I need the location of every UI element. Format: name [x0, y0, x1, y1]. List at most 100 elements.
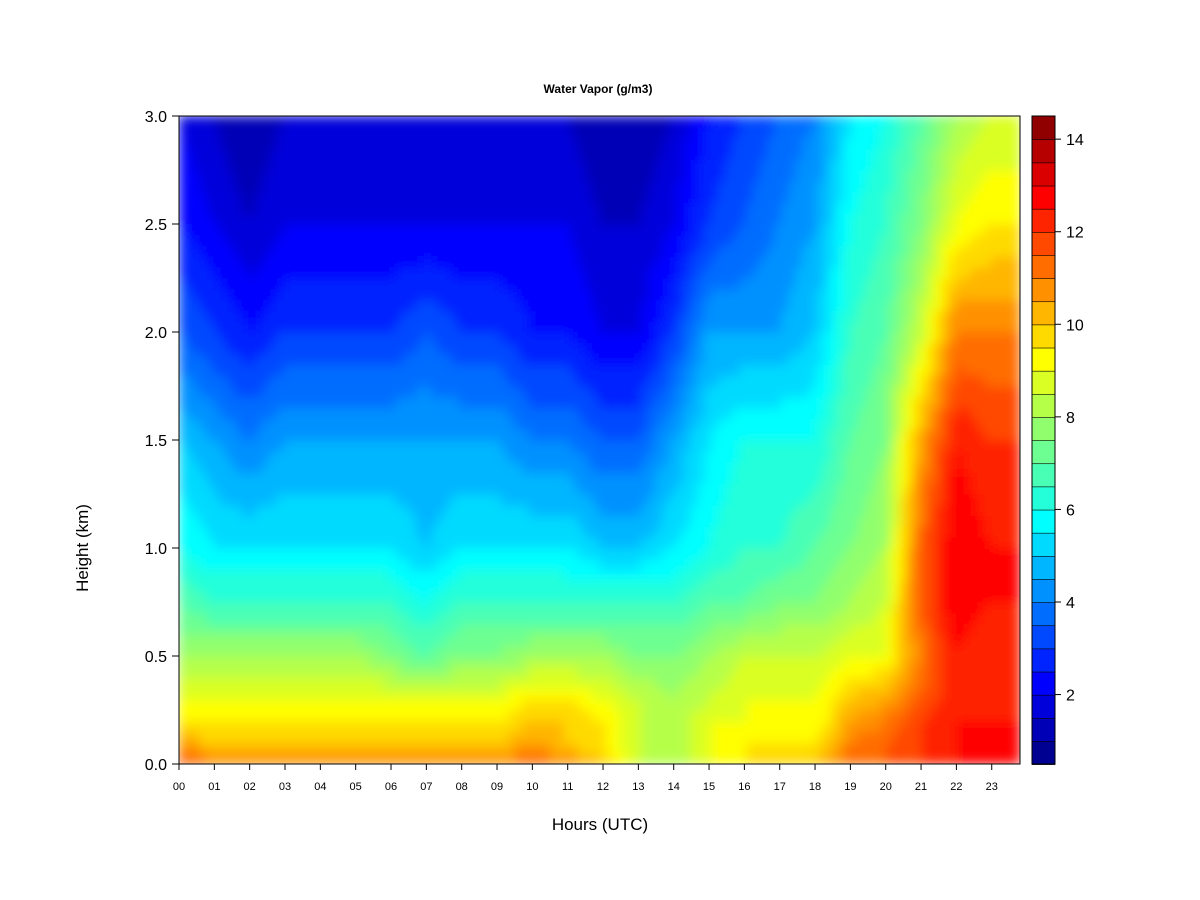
heatmap-cell	[227, 698, 236, 711]
heatmap-cell	[837, 687, 846, 700]
heatmap-cell	[304, 493, 313, 506]
heatmap-cell	[360, 428, 369, 441]
heatmap-cell	[290, 471, 299, 484]
heatmap-cell	[620, 461, 629, 473]
heatmap-cell	[606, 515, 615, 527]
heatmap-cell	[437, 590, 446, 603]
heatmap-cell	[1012, 633, 1020, 646]
heatmap-cell	[641, 569, 650, 581]
heatmap-cell	[500, 515, 509, 527]
heatmap-cell	[942, 342, 951, 355]
heatmap-cell	[613, 547, 622, 560]
heatmap-cell	[213, 687, 222, 700]
heatmap-cell	[648, 633, 657, 646]
heatmap-cell	[507, 623, 516, 635]
heatmap-cell	[655, 655, 664, 668]
heatmap-cell	[746, 698, 755, 711]
heatmap-cell	[753, 493, 762, 506]
heatmap-cell	[1005, 720, 1014, 733]
heatmap-cell	[234, 666, 243, 679]
heatmap-cell	[430, 655, 439, 668]
heatmap-cell	[606, 461, 615, 473]
heatmap-cell	[507, 309, 516, 322]
heatmap-cell	[395, 482, 404, 495]
heatmap-cell	[690, 741, 699, 754]
heatmap-cell	[220, 493, 229, 506]
heatmap-cell	[956, 353, 965, 365]
heatmap-cell	[942, 720, 951, 733]
heatmap-cell	[549, 698, 558, 711]
heatmap-cell	[641, 396, 650, 409]
heatmap-cell	[577, 482, 586, 495]
heatmap-cell	[676, 752, 685, 764]
heatmap-cell	[220, 677, 229, 689]
heatmap-cell	[970, 363, 979, 376]
heatmap-cell	[921, 601, 930, 614]
heatmap-cell	[774, 407, 783, 419]
heatmap-cell	[465, 309, 474, 322]
heatmap-cell	[241, 677, 250, 689]
heatmap-cell	[879, 396, 888, 409]
heatmap-cell	[956, 428, 965, 441]
heatmap-cell	[269, 666, 278, 679]
heatmap-cell	[570, 547, 579, 560]
heatmap-cell	[500, 385, 509, 398]
heatmap-cell	[858, 342, 867, 355]
heatmap-cell	[297, 385, 306, 398]
heatmap-cell	[248, 309, 257, 322]
heatmap-cell	[634, 493, 643, 506]
heatmap-cell	[199, 752, 208, 764]
heatmap-cell	[655, 720, 664, 733]
heatmap-cell	[949, 482, 958, 495]
heatmap-cell	[276, 320, 285, 333]
heatmap-cell	[977, 709, 986, 722]
heatmap-cell	[809, 363, 818, 376]
heatmap-cell	[262, 612, 271, 625]
heatmap-cell	[893, 417, 902, 430]
heatmap-cell	[276, 396, 285, 409]
heatmap-cell	[563, 482, 572, 495]
heatmap-cell	[928, 741, 937, 754]
heatmap-cell	[970, 731, 979, 743]
heatmap-cell	[179, 579, 187, 592]
heatmap-cell	[641, 633, 650, 646]
heatmap-cell	[346, 698, 355, 711]
heatmap-cell	[767, 698, 776, 711]
heatmap-cell	[388, 612, 397, 625]
heatmap-cell	[879, 342, 888, 355]
heatmap-cell	[311, 709, 320, 722]
heatmap-cell	[570, 309, 579, 322]
heatmap-cell	[599, 569, 608, 581]
heatmap-cell	[311, 482, 320, 495]
heatmap-cell	[732, 590, 741, 603]
heatmap-cell	[283, 309, 292, 322]
heatmap-cell	[591, 493, 600, 506]
heatmap-cell	[683, 731, 692, 743]
heatmap-cell	[444, 666, 453, 679]
heatmap-cell	[627, 601, 636, 614]
heatmap-cell	[179, 752, 187, 764]
heatmap-cell	[381, 741, 390, 754]
heatmap-cell	[500, 741, 509, 754]
heatmap-cell	[781, 493, 790, 506]
heatmap-cell	[690, 720, 699, 733]
heatmap-cell	[907, 363, 916, 376]
heatmap-cell	[627, 342, 636, 355]
heatmap-cell	[179, 363, 187, 376]
heatmap-cell	[627, 439, 636, 452]
heatmap-cell	[690, 644, 699, 657]
heatmap-cell	[563, 396, 572, 409]
heatmap-cell	[220, 547, 229, 560]
heatmap-cell	[332, 342, 341, 355]
heatmap-cell	[283, 428, 292, 441]
heatmap-cell	[781, 579, 790, 592]
heatmap-cell	[521, 547, 530, 560]
heatmap-cell	[514, 720, 523, 733]
heatmap-cell	[549, 353, 558, 365]
heatmap-cell	[577, 342, 586, 355]
heatmap-cell	[942, 633, 951, 646]
heatmap-cell	[788, 644, 797, 657]
heatmap-cell	[767, 709, 776, 722]
heatmap-cell	[907, 579, 916, 592]
heatmap-cell	[963, 504, 972, 517]
